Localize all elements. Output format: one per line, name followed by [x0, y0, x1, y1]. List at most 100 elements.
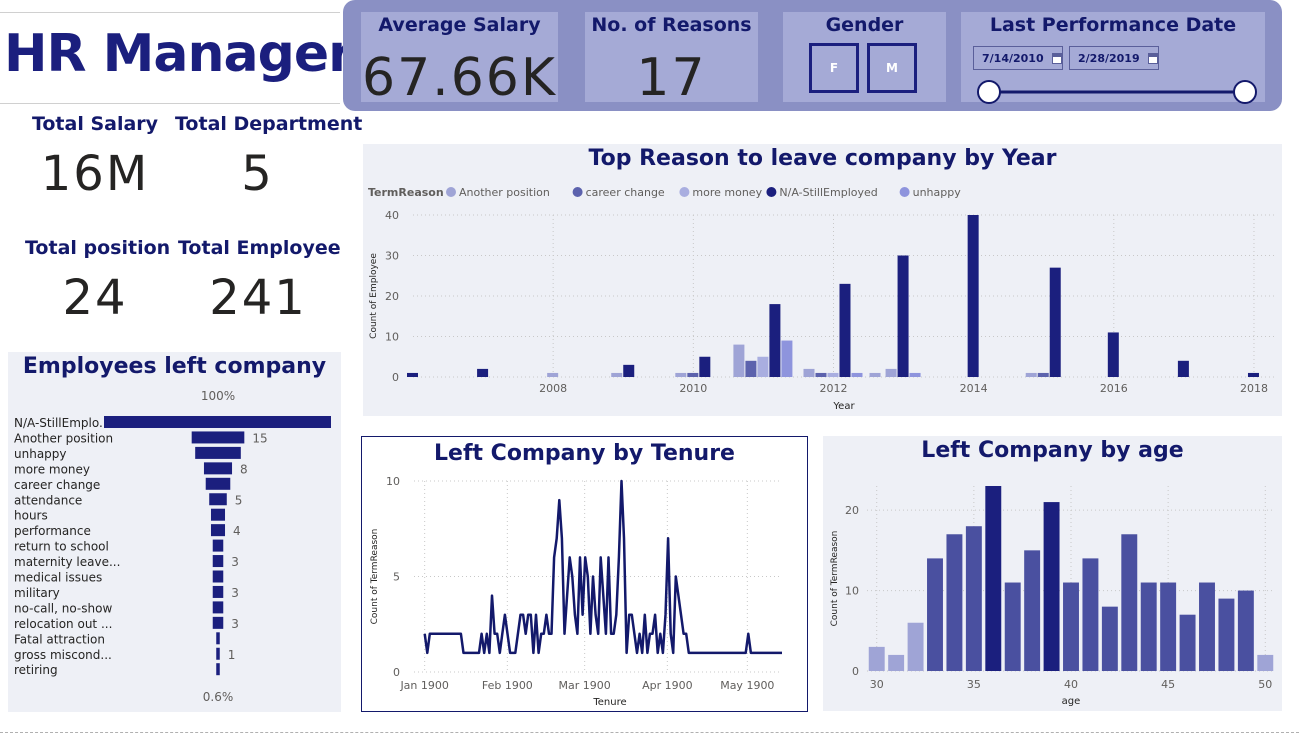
- start-date-input[interactable]: 7/14/2010: [973, 46, 1063, 70]
- x-tick-label: 2018: [1240, 382, 1268, 395]
- bar-n-a-stillemployed: [407, 372, 418, 377]
- y-tick-label: 10: [385, 331, 399, 344]
- calendar-icon[interactable]: [1147, 52, 1158, 64]
- bar-n-a-stillemployed: [477, 368, 489, 377]
- gender-m-button[interactable]: M: [867, 43, 917, 93]
- bar: [209, 493, 227, 506]
- end-date-input[interactable]: 2/28/2019: [1069, 46, 1159, 70]
- x-tick-label: 2014: [960, 382, 988, 395]
- total-employee-label: Total Employee: [178, 237, 341, 259]
- bar-career-change: [1037, 372, 1049, 377]
- x-tick-label: 2010: [679, 382, 707, 395]
- age-bar: [1043, 502, 1060, 671]
- legend-item: Another position: [459, 186, 550, 199]
- bar: [195, 446, 241, 459]
- bar-another-position: [611, 372, 623, 377]
- age-bar: [1218, 598, 1235, 671]
- employees-left-title: Employees left company: [22, 354, 327, 379]
- y-tick-label: 0: [392, 371, 399, 384]
- reason-by-year-panel: Top Reason to leave company by Year 0 10 2…: [363, 144, 1282, 416]
- bar-career-change: [745, 360, 757, 377]
- y-tick-label: 40: [385, 209, 399, 222]
- category-label: N/A-StillEmplo...: [14, 416, 110, 430]
- total-employee-value: 241: [209, 270, 307, 326]
- bar-n-a-stillemployed: [839, 283, 851, 377]
- date-slicer: Last Performance Date 7/14/2010 2/28/201…: [961, 12, 1265, 104]
- x-axis-title: Tenure: [592, 697, 626, 708]
- data-label: 1: [228, 648, 236, 662]
- bar-n-a-stillemployed: [623, 364, 635, 377]
- data-label: 5: [235, 493, 243, 507]
- category-label: retiring: [14, 663, 58, 677]
- legend-swatch: [899, 187, 910, 197]
- category-label: gross miscond...: [14, 648, 112, 662]
- x-tick-label: 35: [967, 678, 981, 691]
- gender-f-button[interactable]: F: [809, 43, 859, 93]
- y-tick-label: 0: [393, 666, 400, 679]
- age-bar: [985, 486, 1002, 671]
- age-bar: [1160, 582, 1177, 671]
- tenure-panel: Left Company by Tenure 0 5 10 Jan 1900 Feb 1…: [361, 436, 808, 712]
- bar-another-position: [885, 368, 897, 377]
- bar: [212, 585, 224, 598]
- age-panel: Left Company by age 0 10 20 30 35 40 45 50 age Co…: [823, 436, 1282, 711]
- reasons-card: No. of Reasons 17: [585, 12, 758, 108]
- age-bar: [1024, 550, 1041, 671]
- data-label: 3: [231, 617, 239, 631]
- employees-left-chart: 100% 0.6% N/A-StillEmplo...Another positio…: [14, 389, 331, 704]
- bar-n-a-stillemployed: [967, 215, 979, 377]
- x-axis-title: age: [1062, 696, 1081, 707]
- reasons-label: No. of Reasons: [591, 14, 752, 36]
- x-tick-label: 40: [1064, 678, 1078, 691]
- bar-n-a-stillemployed: [699, 356, 711, 377]
- category-label: medical issues: [14, 571, 102, 585]
- legend-swatch: [679, 187, 690, 197]
- x-tick-label: 2008: [539, 382, 567, 395]
- date-slicer-label: Last Performance Date: [989, 14, 1237, 36]
- average-salary-value: 67.66K: [362, 48, 557, 108]
- category-label: return to school: [14, 540, 109, 554]
- bar-career-change: [687, 372, 699, 377]
- bar: [212, 570, 224, 583]
- category-label: Fatal attraction: [14, 632, 105, 646]
- total-salary-label: Total Salary: [31, 113, 159, 135]
- data-label: 4: [233, 524, 241, 538]
- bar: [216, 647, 220, 660]
- x-tick-label: Jan 1900: [399, 679, 448, 692]
- category-label: career change: [14, 478, 100, 492]
- legend-title: TermReason: [368, 186, 444, 199]
- age-bar: [1257, 654, 1274, 671]
- bar-more-money: [757, 356, 769, 377]
- y-tick-label: 0: [852, 665, 859, 678]
- bar: [216, 632, 220, 645]
- bar-another-position: [675, 372, 687, 377]
- reason-by-year-chart: 0 10 20 30 40 2008 2010 2012 2014 2016 2018 Year Cou…: [368, 186, 1275, 412]
- y-tick-label: 20: [385, 290, 399, 303]
- y-axis-title: Count of TermReason: [370, 529, 380, 625]
- age-bar: [1082, 558, 1099, 671]
- y-tick-label: 10: [386, 475, 400, 488]
- bar-another-position: [803, 368, 815, 377]
- age-bar: [927, 558, 943, 671]
- x-tick-label: 30: [870, 678, 884, 691]
- bar-unhappy: [851, 372, 863, 377]
- bar: [212, 539, 224, 552]
- top-percent-label: 100%: [201, 389, 235, 403]
- tenure-title: Left Company by Tenure: [434, 441, 735, 466]
- category-label: attendance: [14, 493, 82, 507]
- slider-start-handle[interactable]: [977, 80, 1001, 104]
- slider-end-handle[interactable]: [1233, 80, 1257, 104]
- data-label: 15: [252, 431, 267, 445]
- tenure-line: [423, 479, 782, 655]
- age-bar: [1179, 614, 1196, 671]
- legend-item: more money: [692, 186, 762, 199]
- age-chart: 0 10 20 30 35 40 45 50 age Count of TermReason: [830, 486, 1275, 707]
- bar: [205, 477, 231, 490]
- x-tick-label: 2012: [819, 382, 847, 395]
- legend-swatch: [446, 187, 456, 197]
- age-bar: [888, 654, 905, 671]
- calendar-icon[interactable]: [1051, 52, 1062, 64]
- date-range-slider[interactable]: [961, 74, 1265, 104]
- age-bar: [1237, 590, 1254, 671]
- bar-n-a-stillemployed: [1247, 372, 1259, 377]
